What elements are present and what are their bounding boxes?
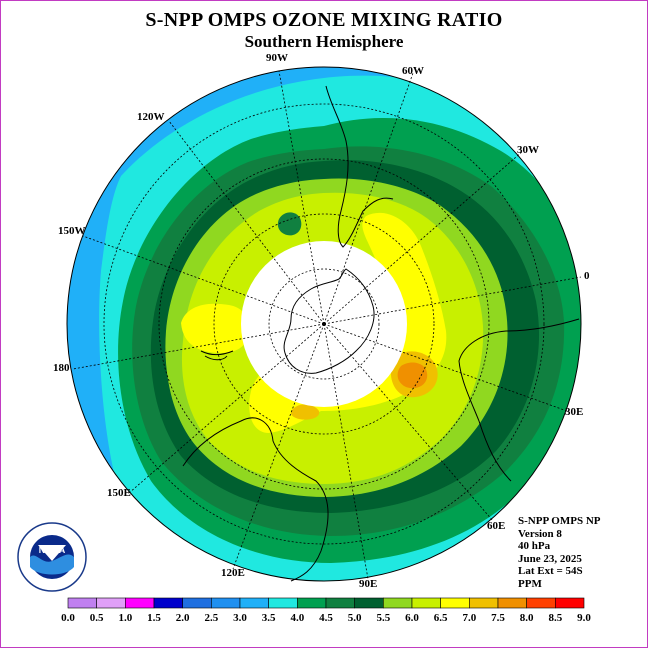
graticule: [72, 70, 582, 580]
colorbar-tick-label: 8.5: [548, 612, 562, 624]
colorbar-tick-label: 8.0: [520, 612, 534, 624]
colorbar-tick-label: 6.0: [405, 612, 419, 624]
colorbar-swatch: [411, 597, 441, 609]
colorbar-tick-label: 7.0: [462, 612, 476, 624]
colorbar-tick-label: 0.0: [61, 612, 75, 624]
africa-coast: [458, 318, 580, 482]
colorbar-tick-label: 5.0: [348, 612, 362, 624]
colorbar-tick-label: 4.0: [290, 612, 304, 624]
colorbar-swatch: [96, 597, 126, 609]
colorbar-swatch: [469, 597, 499, 609]
colorbar-swatch: [497, 597, 527, 609]
lon-label-150e: 150E: [107, 487, 131, 499]
colorbar-swatch: [297, 597, 327, 609]
lon-label-180: 180: [53, 362, 70, 374]
info-date: June 23, 2025: [518, 552, 582, 565]
colorbar-tick-label: 2.5: [204, 612, 218, 624]
info-lat-extent: Lat Ext = 54S: [518, 565, 583, 577]
new-zealand-coast: [200, 350, 234, 361]
colorbar-swatch: [67, 597, 97, 609]
colorbar-swatch: [526, 597, 556, 609]
band-7.5: [397, 362, 428, 389]
australia-coast: [182, 417, 329, 582]
colorbar-swatch: [555, 597, 585, 609]
colorbar-swatch: [440, 597, 470, 609]
colorbar-tick-label: 9.0: [577, 612, 591, 624]
info-units: PPM: [518, 577, 542, 590]
band-7.0-b: [291, 404, 320, 420]
south-pole-marker: [322, 322, 326, 326]
noaa-logo-text: NOAA: [39, 545, 66, 555]
colorbar-swatch: [325, 597, 355, 609]
coastlines: [182, 85, 580, 582]
colorbar-swatch: [125, 597, 155, 609]
lon-label-90w: 90W: [266, 52, 288, 64]
colorbar-swatch: [268, 597, 298, 609]
colorbar-swatch: [211, 597, 241, 609]
antarctica-coast: [283, 268, 375, 374]
colorbar-swatch: [354, 597, 384, 609]
lon-label-30w: 30W: [517, 144, 539, 156]
info-instrument: S-NPP OMPS NP: [518, 515, 601, 527]
lon-label-0: 0: [584, 270, 590, 282]
lon-label-60e: 60E: [487, 520, 505, 532]
map-subtitle: Southern Hemisphere: [244, 32, 404, 51]
colorbar-tick-label: 1.0: [118, 612, 132, 624]
lon-label-120w: 120W: [137, 111, 165, 123]
colorbar-tick-label: 6.5: [434, 612, 448, 624]
noaa-logo: NOAA: [17, 522, 87, 592]
colorbar-tick-label: 5.5: [376, 612, 390, 624]
colorbar-swatch: [153, 597, 183, 609]
map-outline: [66, 66, 582, 582]
info-pressure: 40 hPa: [518, 540, 551, 552]
colorbar-tick-label: 7.5: [491, 612, 505, 624]
colorbar-tick-label: 2.0: [176, 612, 190, 624]
lon-label-150w: 150W: [58, 225, 86, 237]
info-panel: S-NPP OMPS NP Version 8 40 hPa June 23, …: [518, 515, 601, 590]
colorbar-tick-label: 4.5: [319, 612, 333, 624]
colorbar-tick-label: 1.5: [147, 612, 161, 624]
info-version: Version 8: [518, 527, 562, 540]
colorbar-tick-label: 3.5: [262, 612, 276, 624]
lon-label-120e: 120E: [221, 567, 245, 579]
map-title: S-NPP OMPS OZONE MIXING RATIO: [145, 9, 503, 31]
longitude-labels: 90W 60W 120W 30W 150W 0 180 30E 150E 60E…: [53, 52, 590, 590]
colorbar-swatch: [383, 597, 413, 609]
lon-label-30e: 30E: [565, 406, 583, 418]
colorbar-tick-label: 0.5: [90, 612, 104, 624]
colorbar-swatch: [182, 597, 212, 609]
colorbar-tick-label: 3.0: [233, 612, 247, 624]
lon-label-90e: 90E: [359, 578, 377, 590]
lon-label-60w: 60W: [402, 65, 424, 77]
ozone-field: [67, 67, 581, 581]
colorbar-swatch: [239, 597, 269, 609]
